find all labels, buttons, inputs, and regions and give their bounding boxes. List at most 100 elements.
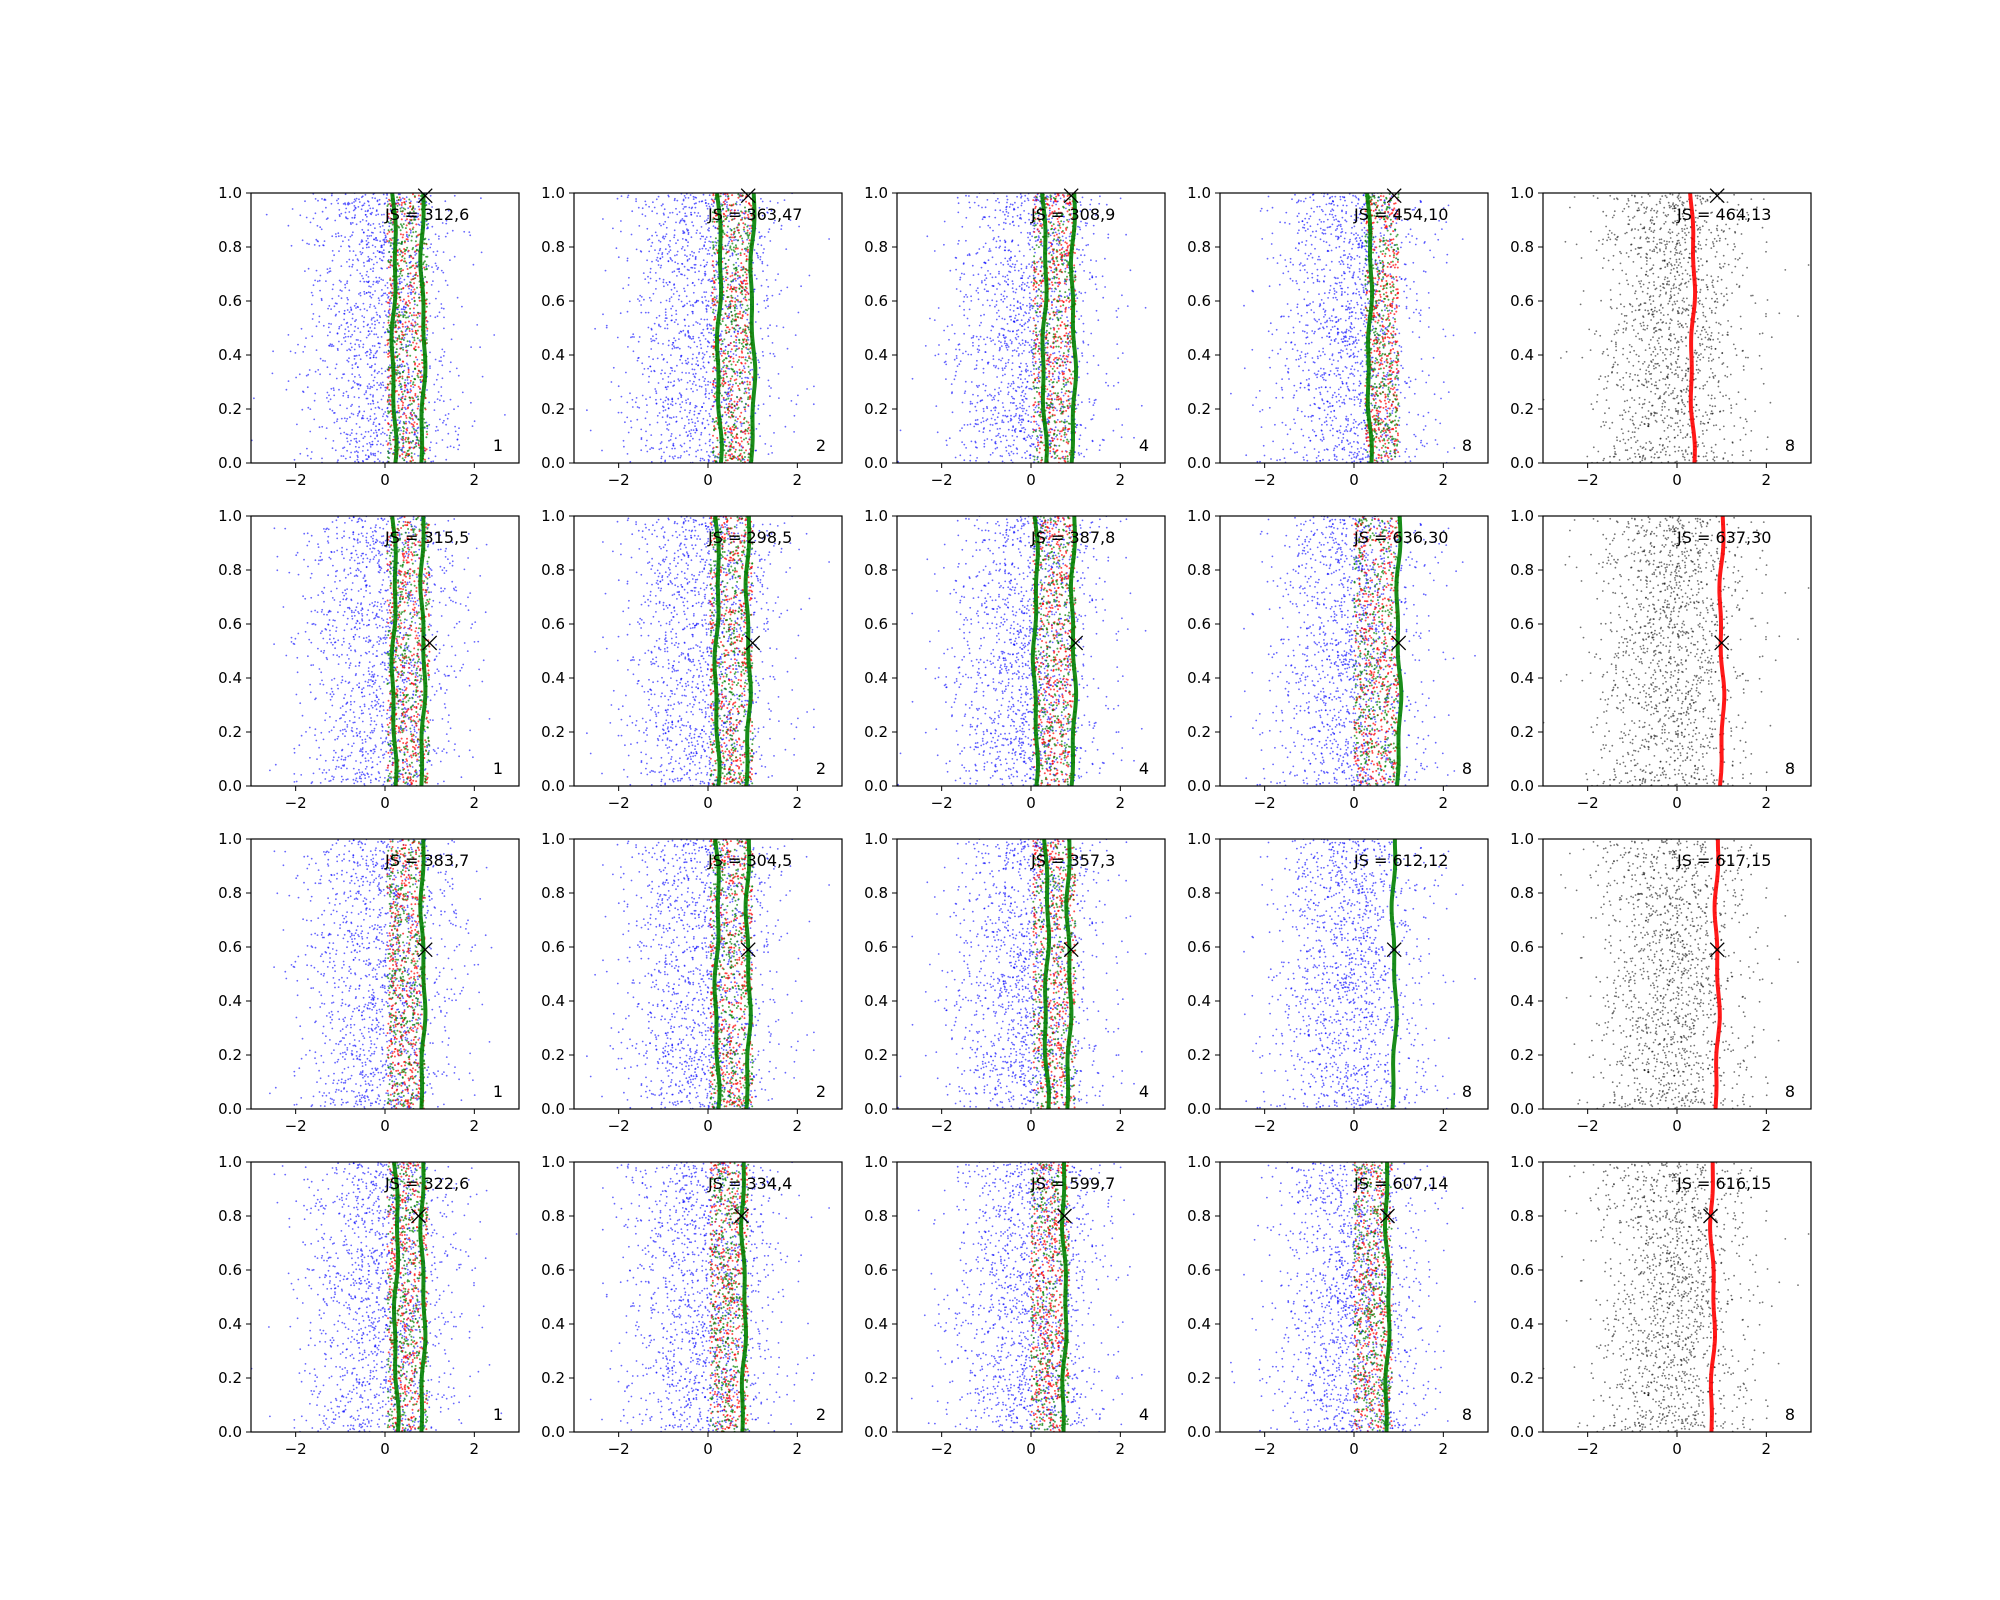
scatter-point (693, 211, 696, 214)
band-point (730, 411, 733, 414)
scatter-point (365, 354, 368, 357)
scatter-point (334, 233, 337, 235)
scatter-point (649, 448, 651, 450)
scatter-point (662, 409, 665, 412)
scatter-point (666, 415, 669, 418)
scatter-point (340, 280, 342, 283)
scatter-point (1048, 323, 1051, 326)
band-point (731, 236, 733, 239)
scatter-point (353, 205, 356, 207)
scatter-point (362, 302, 365, 305)
scatter-point (398, 441, 401, 444)
scatter-point (683, 195, 686, 197)
scatter-point (709, 444, 711, 447)
scatter-point (430, 441, 432, 444)
band-point (742, 446, 745, 449)
band-point (392, 438, 395, 441)
scatter-point (1039, 400, 1041, 403)
scatter-point (398, 278, 400, 281)
band-point (714, 317, 717, 320)
scatter-point (1002, 300, 1005, 303)
scatter-point (729, 255, 731, 258)
band-point (731, 446, 734, 449)
band-point (712, 355, 715, 358)
scatter-point (1022, 271, 1025, 274)
scatter-point (356, 441, 358, 444)
band-point (729, 377, 732, 380)
band-point (422, 261, 425, 264)
scatter-point (432, 251, 435, 253)
scatter-point (985, 384, 987, 387)
scatter-point (680, 300, 683, 303)
scatter-point (1000, 381, 1003, 384)
scatter-point (354, 320, 356, 323)
scatter-point (358, 410, 361, 412)
scatter-point (346, 407, 348, 410)
scatter-point (704, 274, 706, 277)
scatter-point (437, 373, 439, 376)
scatter-point (670, 314, 673, 317)
scatter-point (326, 397, 328, 399)
scatter-point (707, 249, 710, 252)
band-point (419, 387, 421, 390)
scatter-point (662, 343, 664, 345)
band-point (713, 270, 715, 272)
scatter-point (438, 238, 440, 240)
scatter-point (370, 452, 372, 454)
scatter-point (648, 375, 650, 378)
scatter-point (426, 212, 429, 215)
band-point (741, 237, 744, 240)
scatter-point (627, 194, 630, 197)
scatter-point (699, 409, 702, 412)
scatter-point (711, 441, 714, 444)
band-point (731, 425, 734, 428)
scatter-point (367, 237, 369, 240)
scatter-point (374, 323, 376, 326)
scatter-point (848, 269, 850, 271)
band-point (402, 223, 405, 226)
scatter-point (711, 302, 714, 305)
scatter-point (687, 241, 689, 244)
band-point (412, 307, 415, 310)
scatter-point (1036, 222, 1039, 225)
band-point (725, 269, 728, 272)
scatter-point (709, 235, 712, 238)
band-point (426, 281, 428, 284)
scatter-point (404, 379, 407, 381)
band-point (735, 253, 738, 256)
scatter-point (362, 437, 365, 440)
scatter-point (377, 458, 379, 461)
scatter-point (272, 350, 274, 353)
scatter-point (671, 271, 674, 273)
scatter-point (367, 291, 370, 294)
band-point (408, 320, 410, 323)
scatter-point (682, 329, 685, 332)
scatter-point (376, 261, 378, 264)
scatter-point (369, 295, 371, 298)
band-point (389, 431, 392, 434)
scatter-point (714, 227, 717, 229)
scatter-point (759, 327, 762, 330)
band-point (405, 249, 408, 251)
band-point (418, 325, 421, 328)
band-point (724, 276, 727, 279)
scatter-point (683, 304, 686, 307)
scatter-point (361, 228, 364, 231)
scatter-point (667, 385, 669, 388)
scatter-point (351, 216, 354, 219)
band-point (398, 426, 400, 429)
scatter-point (658, 323, 660, 326)
band-point (421, 353, 424, 356)
scatter-point (369, 418, 372, 421)
band-point (727, 450, 730, 453)
scatter-point (381, 372, 383, 375)
scatter-point (348, 357, 350, 360)
scatter-point (340, 212, 343, 215)
scatter-point (771, 294, 774, 297)
band-point (730, 397, 733, 400)
scatter-point (360, 208, 363, 211)
band-point (735, 246, 738, 249)
scatter-point (698, 200, 701, 203)
scatter-point (1119, 197, 1122, 200)
scatter-point (683, 319, 686, 321)
